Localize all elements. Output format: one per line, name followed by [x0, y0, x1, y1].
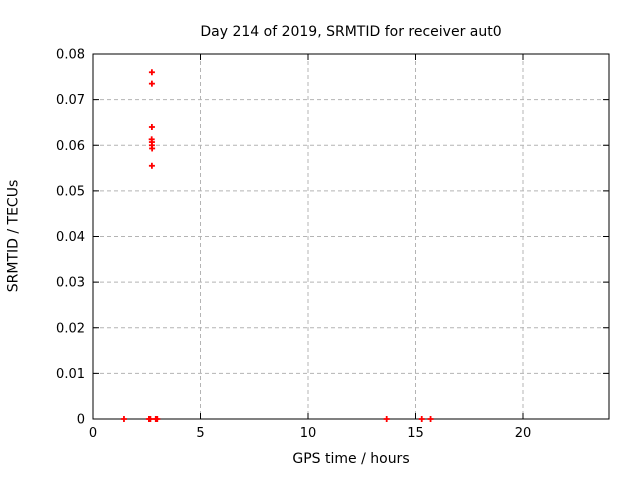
x-tick-label: 5 — [196, 426, 204, 441]
y-tick-label: 0.03 — [56, 276, 85, 291]
y-tick-label: 0.01 — [56, 367, 85, 382]
x-axis-label: GPS time / hours — [292, 451, 410, 467]
y-tick-label: 0.04 — [56, 230, 85, 245]
x-tick-label: 20 — [515, 426, 532, 441]
x-tick-label: 15 — [407, 426, 424, 441]
y-tick-label: 0 — [77, 413, 85, 428]
x-tick-label: 0 — [89, 426, 97, 441]
x-tick-label: 10 — [300, 426, 317, 441]
y-tick-label: 0.06 — [56, 139, 85, 154]
y-tick-label: 0.07 — [56, 93, 85, 108]
y-tick-label: 0.02 — [56, 321, 85, 336]
chart-title: Day 214 of 2019, SRMTID for receiver aut… — [200, 24, 502, 40]
y-tick-label: 0.05 — [56, 184, 85, 199]
plot-border — [92, 53, 610, 420]
y-tick-label: 0.08 — [56, 48, 85, 63]
